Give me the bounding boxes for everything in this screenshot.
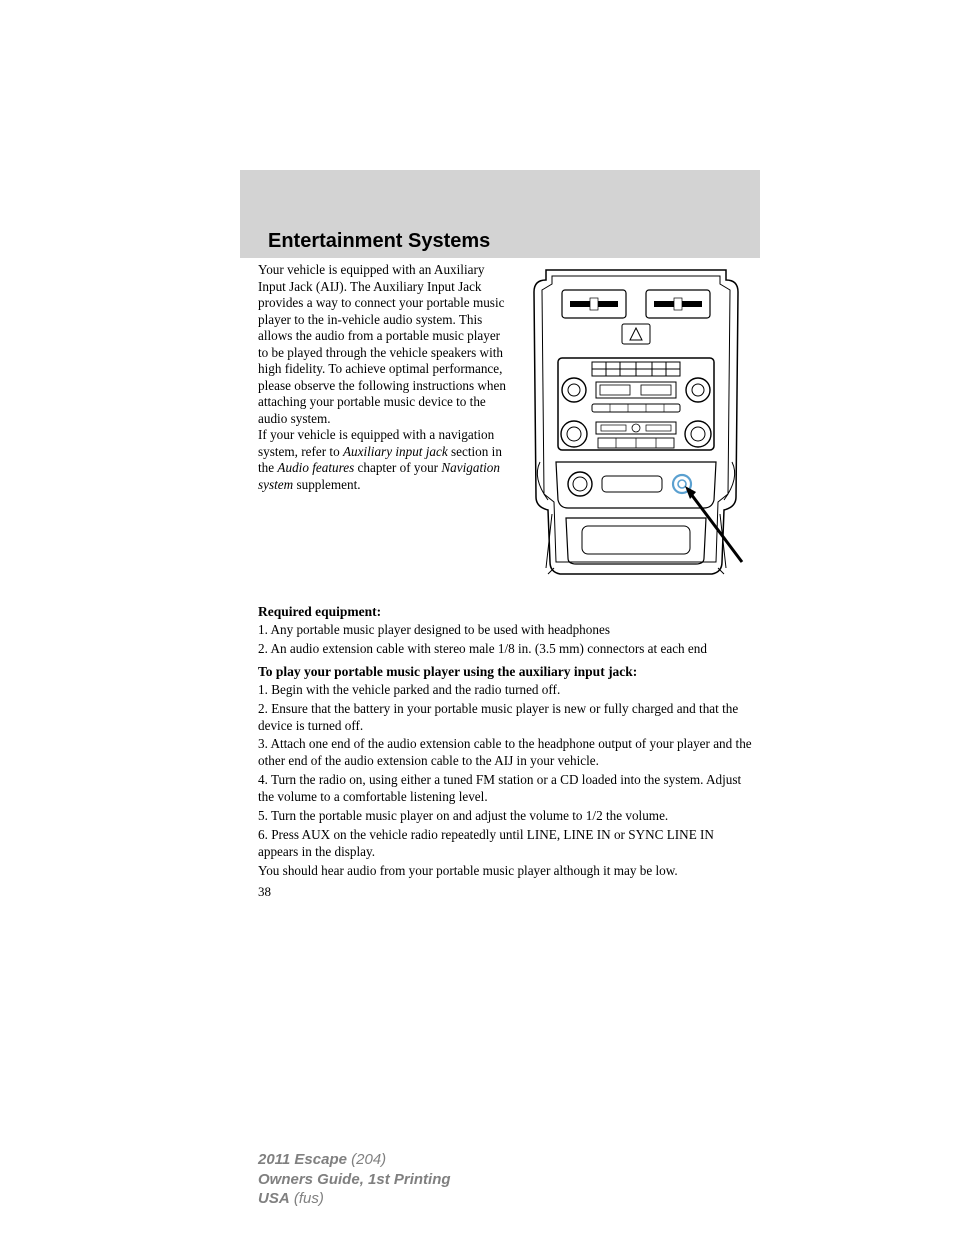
dashboard-illustration	[526, 262, 746, 582]
footer-line2: Owners Guide, 1st Printing	[258, 1170, 451, 1190]
req-item-2: 2. An audio extension cable with stereo …	[258, 641, 754, 658]
req-item-1: 1. Any portable music player designed to…	[258, 622, 754, 639]
play-step-3: 3. Attach one end of the audio extension…	[258, 736, 754, 770]
footer-line3: USA (fus)	[258, 1189, 451, 1209]
play-steps: 1. Begin with the vehicle parked and the…	[258, 682, 754, 880]
content: Your vehicle is equipped with an Auxilia…	[258, 262, 754, 900]
play-heading: To play your portable music player using…	[258, 664, 754, 680]
footer-line1: 2011 Escape (204)	[258, 1150, 451, 1170]
intro-para1: Your vehicle is equipped with an Auxilia…	[258, 262, 512, 427]
footer: 2011 Escape (204) Owners Guide, 1st Prin…	[258, 1150, 451, 1209]
play-step-4: 4. Turn the radio on, using either a tun…	[258, 772, 754, 806]
required-equipment-heading: Required equipment:	[258, 604, 754, 620]
play-step-2: 2. Ensure that the battery in your porta…	[258, 701, 754, 735]
play-step-1: 1. Begin with the vehicle parked and the…	[258, 682, 754, 699]
play-step-6: 6. Press AUX on the vehicle radio repeat…	[258, 827, 754, 861]
required-equipment-list: 1. Any portable music player designed to…	[258, 622, 754, 658]
play-step-5: 5. Turn the portable music player on and…	[258, 808, 754, 825]
intro-block: Your vehicle is equipped with an Auxilia…	[258, 262, 754, 582]
section-title: Entertainment Systems	[268, 230, 490, 253]
intro-text: Your vehicle is equipped with an Auxilia…	[258, 262, 512, 582]
play-note: You should hear audio from your portable…	[258, 863, 754, 880]
intro-para2: If your vehicle is equipped with a navig…	[258, 427, 512, 493]
page-number: 38	[258, 884, 754, 900]
